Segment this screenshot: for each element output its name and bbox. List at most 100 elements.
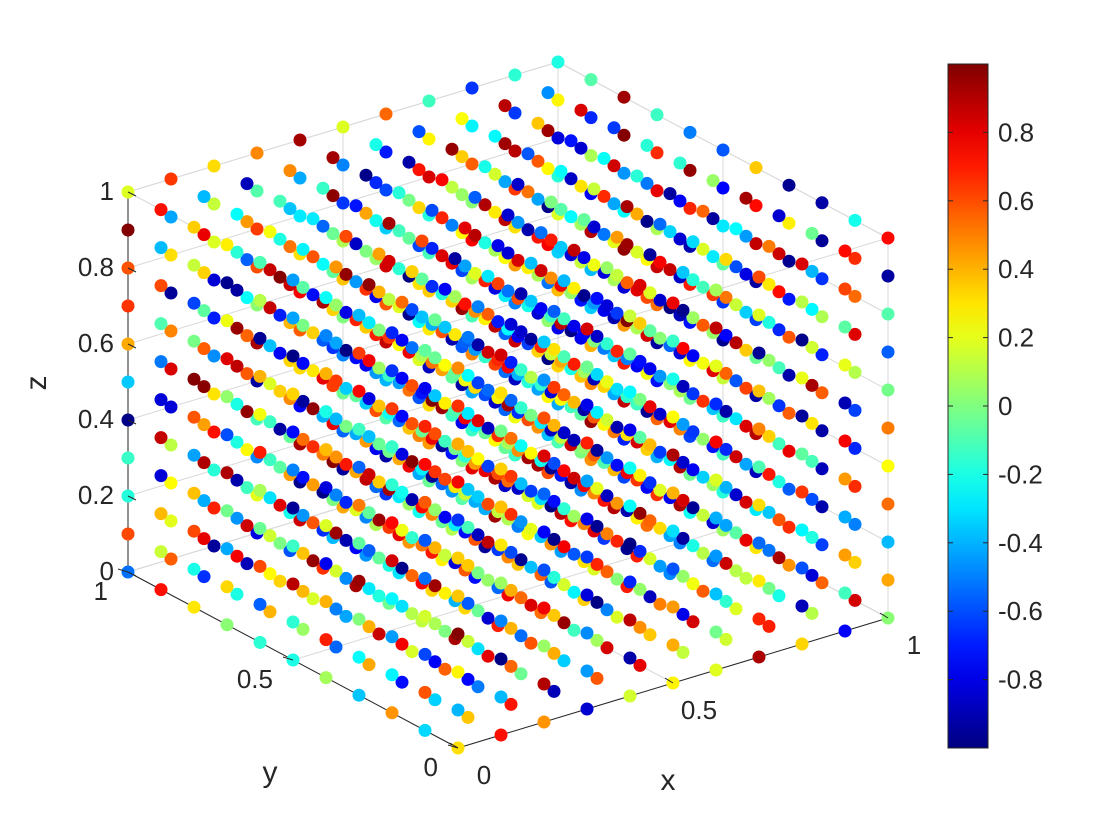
scatter-point <box>666 562 680 576</box>
scatter-point <box>415 310 429 324</box>
scatter-point <box>253 407 267 421</box>
scatter-point <box>448 290 462 304</box>
scatter-point <box>782 444 796 458</box>
scatter-point <box>524 598 538 612</box>
scatter-point <box>220 580 234 594</box>
scatter-point <box>154 279 168 293</box>
scatter-point <box>650 146 664 160</box>
scatter-point <box>253 293 267 307</box>
scatter-point <box>729 298 743 312</box>
scatter-point <box>336 120 350 134</box>
scatter-point <box>739 571 753 585</box>
scatter-point <box>650 184 664 198</box>
scatter-point <box>524 446 538 460</box>
scatter-point <box>590 405 604 419</box>
scatter-point <box>752 536 766 550</box>
scatter-point <box>438 548 452 562</box>
scatter-point <box>676 645 690 659</box>
scatter-point <box>286 539 300 553</box>
scatter-point <box>448 252 462 266</box>
colorbar-gradient <box>947 63 989 749</box>
scatter-point <box>610 420 624 434</box>
scatter-point <box>428 579 442 593</box>
scatter-point <box>154 545 168 559</box>
scatter-point <box>372 589 386 603</box>
scatter-point <box>633 506 647 520</box>
scatter-point <box>547 380 561 394</box>
scatter-point <box>782 520 796 534</box>
scatter-point <box>762 239 776 253</box>
scatter-point <box>752 346 766 360</box>
scatter-point <box>544 233 558 247</box>
scatter-point <box>306 592 320 606</box>
scatter-point <box>422 94 436 108</box>
scatter-point <box>504 355 518 369</box>
scatter-point <box>273 460 287 474</box>
y-axis-ticks: 00.51 <box>94 568 459 782</box>
scatter-point <box>782 292 796 306</box>
scatter-point <box>584 149 598 163</box>
x-tick-label: 0 <box>477 760 491 790</box>
scatter-point <box>451 627 465 641</box>
scatter-point <box>524 256 538 270</box>
scatter-point <box>319 519 333 533</box>
scatter-point <box>296 622 310 636</box>
scatter-point <box>805 492 819 506</box>
scatter-point <box>633 278 647 292</box>
scatter-point <box>643 362 657 376</box>
scatter-point <box>481 307 495 321</box>
scatter-point <box>524 408 538 422</box>
scatter-point <box>428 693 442 707</box>
scatter-point <box>418 571 432 585</box>
scatter-point <box>666 410 680 424</box>
scatter-point <box>587 220 601 234</box>
scatter-point <box>607 197 621 211</box>
scatter-point <box>762 391 776 405</box>
scatter-point <box>319 671 333 685</box>
scatter-point <box>617 166 631 180</box>
scatter-point <box>762 619 776 633</box>
scatter-point <box>372 513 386 527</box>
scatter-point <box>749 237 763 251</box>
scatter-point <box>273 194 287 208</box>
scatter-point <box>220 428 234 442</box>
scatter-point <box>795 561 809 575</box>
scatter-point <box>848 213 862 227</box>
scatter-point <box>686 501 700 515</box>
scatter-point <box>253 559 267 573</box>
scatter-point <box>428 503 442 517</box>
scatter-point <box>319 595 333 609</box>
scatter-point <box>623 651 637 665</box>
scatter-point <box>597 151 611 165</box>
scatter-point <box>372 361 386 375</box>
scatter-point <box>590 291 604 305</box>
scatter-point <box>306 478 320 492</box>
scatter-point <box>379 145 393 159</box>
scatter-point <box>329 260 343 274</box>
scatter-point <box>263 415 277 429</box>
scatter-point <box>848 517 862 531</box>
scatter-point <box>501 284 515 298</box>
scatter-point <box>762 277 776 291</box>
scatter-point <box>468 228 482 242</box>
scatter-point <box>187 372 201 386</box>
scatter-point <box>230 549 244 563</box>
scatter-point <box>709 625 723 639</box>
scatter-point <box>795 257 809 271</box>
scatter-point <box>709 663 723 677</box>
scatter-point <box>772 361 786 375</box>
scatter-point <box>250 222 264 236</box>
scatter-point <box>795 333 809 347</box>
scatter-point <box>729 222 743 236</box>
scatter-point <box>240 405 254 419</box>
scatter-point <box>666 524 680 538</box>
scatter-point <box>541 162 555 176</box>
scatter-point <box>296 470 310 484</box>
scatter-point <box>696 318 710 332</box>
scatter-point <box>494 652 508 666</box>
scatter-point <box>296 546 310 560</box>
scatter-point <box>838 472 852 486</box>
scatter-point <box>709 587 723 601</box>
y-axis-label: y <box>263 756 278 789</box>
scatter-point <box>306 250 320 264</box>
